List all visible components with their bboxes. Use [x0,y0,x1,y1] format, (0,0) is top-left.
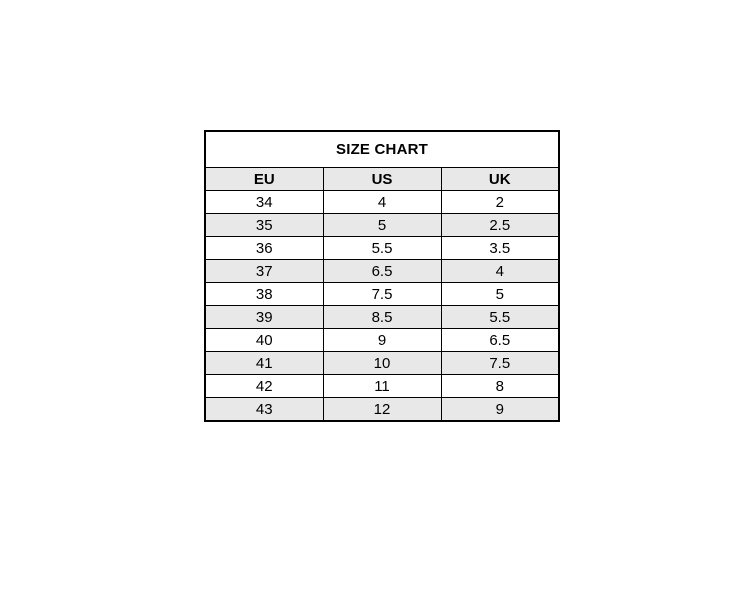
uk-size-cell: 7.5 [440,351,560,375]
uk-size-cell: 3.5 [440,236,560,260]
eu-size-cell: 40 [204,328,324,352]
eu-size-cell: 36 [204,236,324,260]
uk-size-cell: 2.5 [440,213,560,237]
eu-size-cell: 34 [204,190,324,214]
eu-size-cell: 42 [204,374,324,398]
us-size-cell: 9 [322,328,442,352]
us-size-cell: 10 [322,351,442,375]
table-row: 38 7.5 5 [204,282,560,306]
column-header-eu: EU [204,167,324,191]
us-size-cell: 6.5 [322,259,442,283]
eu-size-cell: 37 [204,259,324,283]
table-row: 34 4 2 [204,190,560,214]
eu-size-cell: 38 [204,282,324,306]
uk-size-cell: 4 [440,259,560,283]
us-size-cell: 5 [322,213,442,237]
eu-size-cell: 39 [204,305,324,329]
us-size-cell: 5.5 [322,236,442,260]
uk-size-cell: 2 [440,190,560,214]
table-row: 36 5.5 3.5 [204,236,560,260]
table-row: 42 11 8 [204,374,560,398]
us-size-cell: 7.5 [322,282,442,306]
us-size-cell: 8.5 [322,305,442,329]
size-chart-table: SIZE CHART EU US UK 34 4 2 35 5 2.5 36 5… [204,130,560,422]
column-header-uk: UK [440,167,560,191]
table-row: 35 5 2.5 [204,213,560,237]
table-row: 40 9 6.5 [204,328,560,352]
uk-size-cell: 5.5 [440,305,560,329]
uk-size-cell: 6.5 [440,328,560,352]
eu-size-cell: 41 [204,351,324,375]
size-chart-title: SIZE CHART [204,130,560,168]
uk-size-cell: 5 [440,282,560,306]
title-row: SIZE CHART [204,130,560,168]
us-size-cell: 4 [322,190,442,214]
table-row: 43 12 9 [204,397,560,422]
us-size-cell: 12 [322,397,442,422]
uk-size-cell: 9 [440,397,560,422]
eu-size-cell: 43 [204,397,324,422]
eu-size-cell: 35 [204,213,324,237]
uk-size-cell: 8 [440,374,560,398]
column-header-us: US [322,167,442,191]
us-size-cell: 11 [322,374,442,398]
table-row: 39 8.5 5.5 [204,305,560,329]
table-row: 41 10 7.5 [204,351,560,375]
table-row: 37 6.5 4 [204,259,560,283]
size-chart-table-container: SIZE CHART EU US UK 34 4 2 35 5 2.5 36 5… [204,130,560,422]
column-header-row: EU US UK [204,167,560,191]
